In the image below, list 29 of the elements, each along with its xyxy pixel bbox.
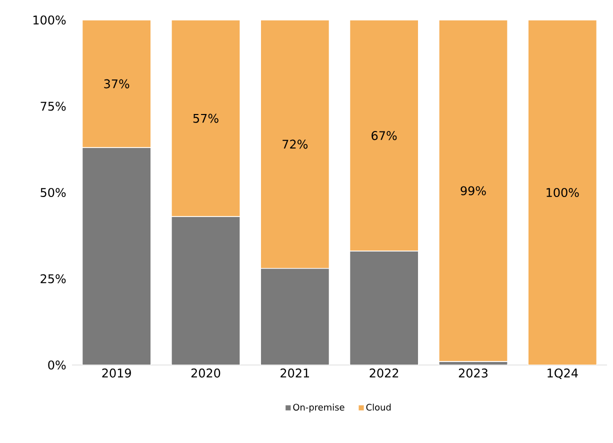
- x-tick-label: 2021: [280, 368, 310, 378]
- data-label: 67%: [372, 131, 397, 140]
- x-tick-label: 2023: [458, 368, 488, 378]
- data-label: 57%: [193, 114, 218, 123]
- data-label: 37%: [104, 79, 130, 88]
- bar: [171, 216, 240, 365]
- bar: [171, 20, 240, 218]
- x-tick-label: 2019: [102, 368, 131, 378]
- bar: [528, 20, 598, 365]
- bar: [349, 250, 419, 365]
- bar: [82, 147, 152, 365]
- data-label: 100%: [546, 188, 579, 198]
- x-tick-label: 2020: [191, 368, 220, 378]
- bar: [82, 20, 152, 148]
- y-tick-label: 50%: [40, 188, 66, 198]
- data-label: 72%: [282, 140, 308, 149]
- y-tick-label: 100%: [33, 15, 66, 25]
- y-tick-label: 0%: [48, 360, 66, 370]
- data-label: 99%: [460, 186, 486, 196]
- legend-label: Cloud: [366, 404, 391, 411]
- bar: [438, 20, 508, 362]
- bar: [349, 20, 419, 252]
- bar: [260, 20, 330, 269]
- bar: [260, 268, 330, 365]
- y-tick-label: 75%: [40, 102, 66, 111]
- legend-label: On-premise: [293, 404, 344, 412]
- y-tick-label: 25%: [40, 274, 66, 284]
- x-tick-label: 2022: [370, 368, 398, 378]
- x-tick-label: 1Q24: [548, 368, 578, 379]
